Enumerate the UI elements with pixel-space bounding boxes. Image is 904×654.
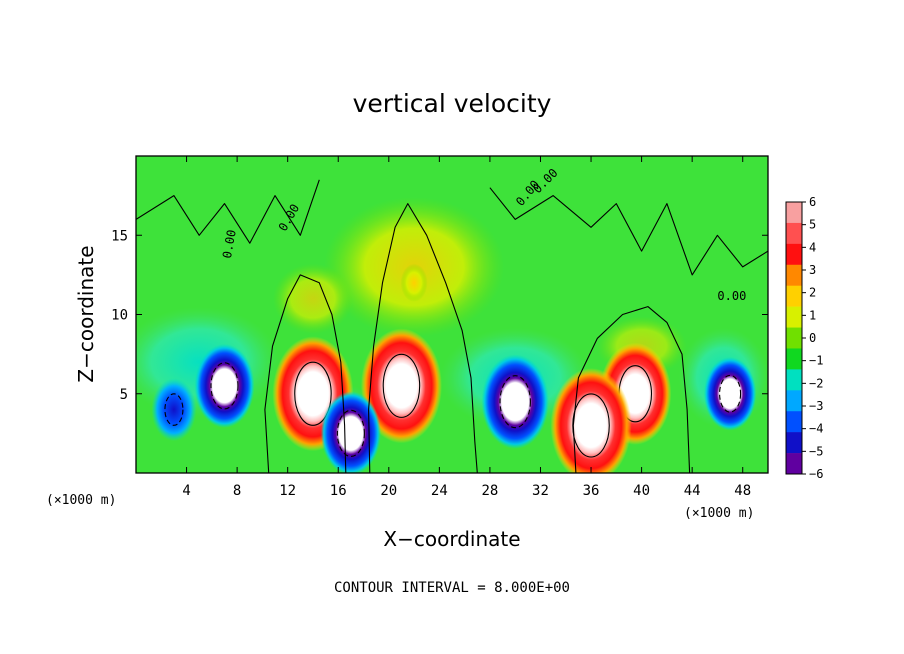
x-tick-label: 40 [633, 483, 650, 499]
downdraft-cell [320, 391, 381, 473]
contour-line [336, 409, 365, 458]
downdraft-cell [151, 378, 197, 442]
colorbar-swatch [786, 285, 802, 307]
colorbar-swatch [786, 327, 802, 349]
x-tick-label: 36 [583, 483, 600, 499]
x-tick-label: 16 [330, 483, 347, 499]
downdraft-cell [481, 354, 549, 449]
x-tick-label: 32 [532, 483, 549, 499]
zero-contour-line [368, 203, 478, 473]
contour-line [210, 362, 239, 410]
colorbar-swatch [786, 369, 802, 391]
chart-title: vertical velocity [353, 89, 552, 118]
zero-contour-line [572, 306, 691, 473]
y-axis-label: Z−coordinate [74, 245, 98, 382]
downdraft-cell [194, 343, 255, 428]
updraft-cell [360, 328, 442, 444]
updraft-cell [400, 263, 428, 302]
colorbar-label: −6 [809, 467, 823, 481]
colorbar-swatch [786, 411, 802, 433]
colorbar-label: 2 [809, 286, 816, 300]
colorbar-label: 1 [809, 308, 816, 322]
x-tick-label: 20 [380, 483, 397, 499]
x-tick-label: 44 [684, 483, 701, 499]
x-axis-label: X−coordinate [383, 527, 520, 551]
zero-contour-line [136, 179, 320, 244]
contour-line [499, 375, 531, 429]
x-tick-label: 28 [481, 483, 498, 499]
zero-contour-line [264, 274, 347, 473]
colorbar-label: 0 [809, 331, 816, 345]
x-tick-label: 48 [734, 483, 751, 499]
x-tick-label: 8 [233, 483, 241, 499]
contour-line [382, 353, 421, 418]
plot-area: 0.000.000.000.000.00 [136, 156, 768, 473]
x-tick-label: 4 [182, 483, 190, 499]
zero-contour-line [489, 187, 768, 276]
contour-line [294, 361, 332, 426]
colorbar-swatch [786, 264, 802, 286]
colorbar-swatch [786, 348, 802, 370]
contour-line [719, 374, 742, 413]
updraft-cell [550, 368, 632, 473]
contour-value-label: 0.00 [717, 289, 746, 303]
colorbar-label: −4 [809, 422, 823, 436]
colorbar-label: 5 [809, 218, 816, 232]
colorbar: 6 5 4 3 2 1 0 −1 −2 −3 −4 −5 −6 [785, 195, 823, 481]
contour-line [164, 393, 184, 426]
colorbar-label: −1 [809, 354, 823, 368]
colorbar-label: 4 [809, 240, 816, 254]
colorbar-swatch [786, 243, 802, 266]
y-tick-label: 15 [111, 228, 128, 244]
y-tick-label: 10 [111, 308, 128, 324]
colorbar-swatch [786, 222, 802, 245]
colorbar-label: −2 [809, 376, 823, 390]
colorbar-swatch [786, 432, 802, 454]
x-unit-label-left: (×1000 m) [46, 493, 116, 508]
contour-interval-note: CONTOUR INTERVAL = 8.000E+00 [334, 580, 570, 596]
x-tick-label: 12 [279, 483, 296, 499]
colorbar-label: 6 [809, 195, 816, 209]
colorbar-swatch [786, 390, 802, 412]
y-tick-label: 5 [120, 387, 128, 403]
colorbar-label: −3 [809, 399, 823, 413]
colorbar-label: 3 [809, 263, 816, 277]
x-unit-label-right: (×1000 m) [684, 506, 754, 521]
x-tick-label: 24 [431, 483, 448, 499]
downdraft-cell [703, 357, 757, 431]
colorbar-swatch [786, 306, 802, 328]
updraft-plume-shade [272, 263, 353, 334]
contour-value-label: 0.00 [220, 229, 239, 260]
colorbar-swatch [786, 202, 802, 224]
colorbar-label: −5 [809, 444, 823, 458]
colorbar-swatch [786, 453, 802, 475]
